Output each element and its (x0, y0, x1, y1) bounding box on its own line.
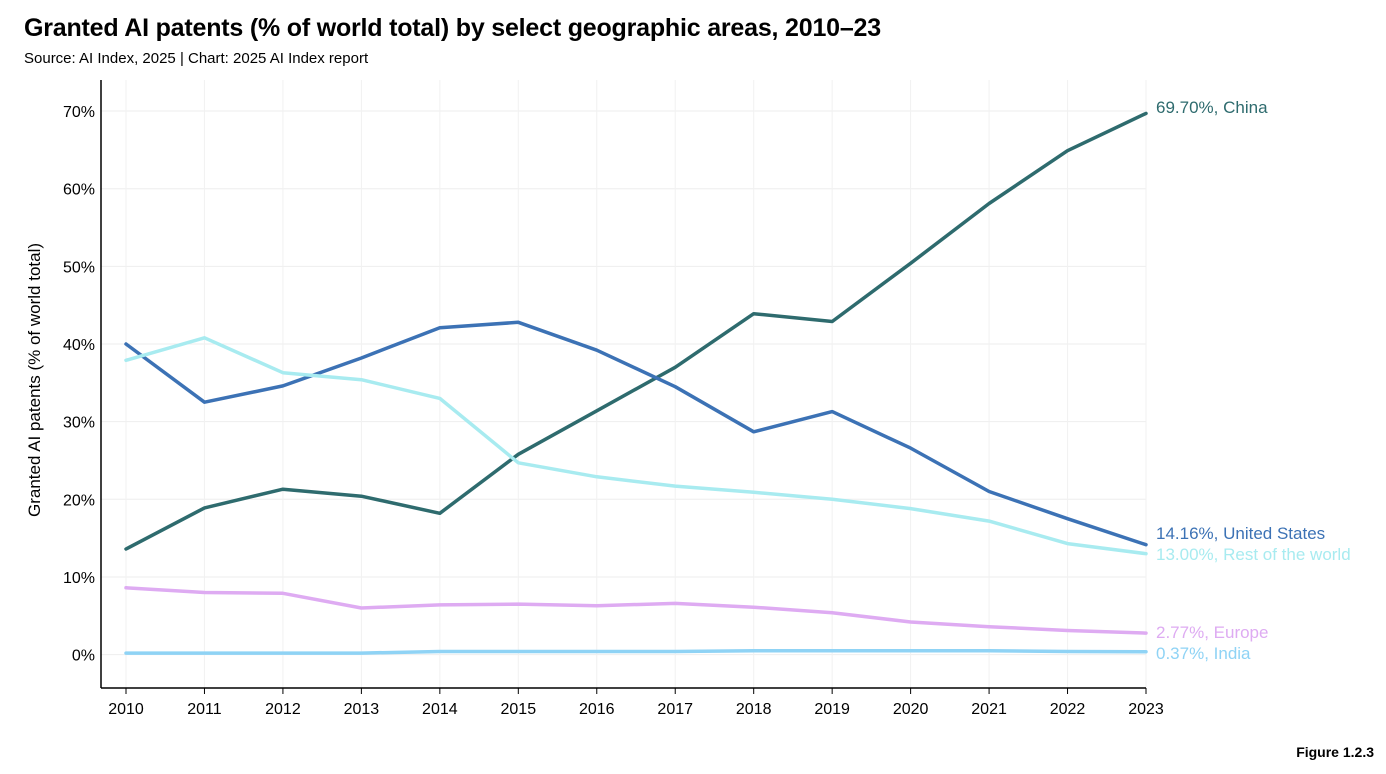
y-tick-label: 10% (63, 570, 95, 587)
chart-title: Granted AI patents (% of world total) by… (24, 14, 881, 42)
y-tick-label: 30% (63, 415, 95, 432)
chart-subtitle: Source: AI Index, 2025 | Chart: 2025 AI … (24, 50, 369, 67)
end-label-china: 69.70%, China (1156, 98, 1268, 117)
x-tick-label: 2022 (1050, 701, 1086, 718)
x-tick-label: 2014 (422, 701, 458, 718)
end-label-united-states: 14.16%, United States (1156, 524, 1325, 543)
figure-number: Figure 1.2.3 (1296, 744, 1374, 760)
x-tick-label: 2010 (108, 701, 144, 718)
x-tick-label: 2012 (265, 701, 301, 718)
y-tick-label: 0% (72, 648, 95, 665)
x-tick-label: 2016 (579, 701, 615, 718)
series-line-europe (124, 586, 1148, 635)
series-line-china (124, 111, 1148, 551)
series-line-united-states (124, 320, 1148, 547)
axis-layer: 0% 10% 20% 30% 40% 50% 60% 70% 2010 2011 2012 2013 2… (63, 80, 1164, 718)
end-label-europe: 2.77%, Europe (1156, 623, 1268, 642)
end-label-rest-of-the-world: 13.00%, Rest of the world (1156, 545, 1351, 564)
series-layer (124, 111, 1148, 655)
grid-layer (101, 80, 1147, 688)
y-tick-label: 50% (63, 259, 95, 276)
x-tick-label: 2015 (501, 701, 537, 718)
x-tick-label: 2019 (814, 701, 850, 718)
x-tick-label: 2021 (971, 701, 1007, 718)
x-tick-label: 2020 (893, 701, 929, 718)
y-tick-label: 20% (63, 492, 95, 509)
x-tick-label: 2023 (1128, 701, 1164, 718)
series-line-rest-of-the-world (124, 336, 1148, 556)
label-layer: 69.70%, China 14.16%, United States 13.00%… (1156, 98, 1351, 663)
y-tick-label: 60% (63, 182, 95, 199)
y-axis-title: Granted AI patents (% of world total) (25, 243, 44, 517)
y-tick-label: 70% (63, 104, 95, 121)
end-label-india: 0.37%, India (1156, 644, 1251, 663)
x-tick-label: 2018 (736, 701, 772, 718)
x-tick-label: 2017 (657, 701, 693, 718)
y-tick-label: 40% (63, 337, 95, 354)
x-tick-label: 2011 (187, 701, 222, 718)
x-tick-label: 2013 (344, 701, 380, 718)
series-line-india (124, 648, 1148, 655)
